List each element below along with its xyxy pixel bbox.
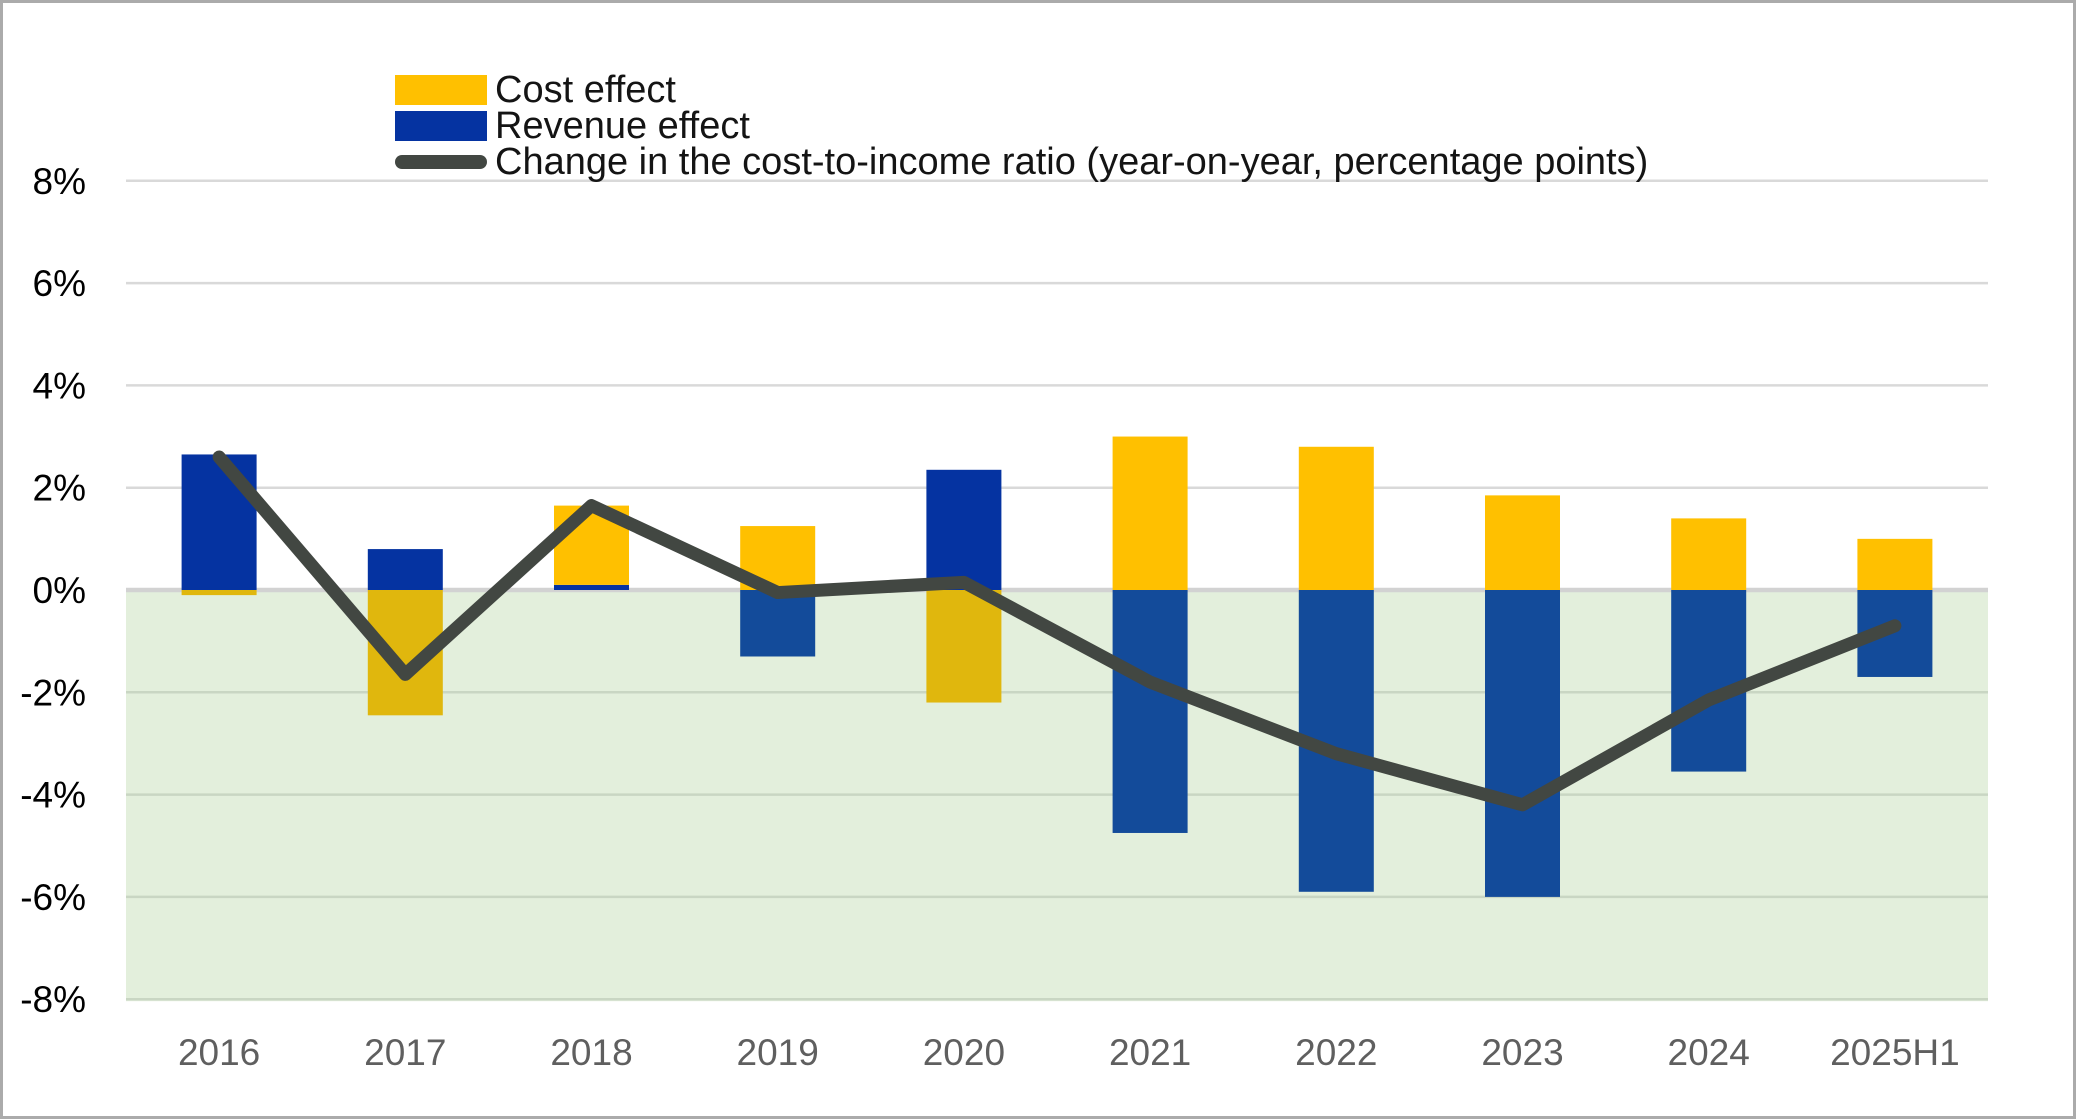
bar-revenue-2019	[740, 590, 816, 657]
bar-revenue-2023	[1485, 590, 1560, 897]
bar-cost-2024	[1671, 518, 1747, 590]
bar-cost-2023	[1485, 495, 1560, 590]
y-tick-label: -2%	[20, 672, 86, 713]
legend-item-cost-effect: Cost effect	[395, 69, 1648, 111]
x-axis-label: 2024	[1668, 1032, 1750, 1073]
y-tick-label: -8%	[20, 979, 86, 1020]
y-tick-label: 4%	[33, 365, 86, 406]
y-tick-label: 2%	[33, 468, 86, 509]
legend-swatch-revenue-effect	[395, 111, 487, 141]
plot-area: 8% 6% 4% 2% 0% -2% -4% -6% -8% 2016 2017 2018 2019 20…	[20, 161, 1988, 1073]
y-tick-label: 6%	[33, 263, 86, 304]
y-tick-label: -4%	[20, 775, 86, 816]
legend-label-cost-effect: Cost effect	[495, 69, 676, 111]
x-axis-label: 2020	[923, 1032, 1005, 1073]
legend-swatch-cost-effect	[395, 75, 487, 105]
legend: Cost effect Revenue effect Change in the…	[395, 69, 1649, 183]
x-axis-label: 2019	[737, 1032, 819, 1073]
bar-revenue-2016	[181, 454, 257, 590]
x-axis-label: 2018	[550, 1032, 632, 1073]
legend-item-cti-change-line: Change in the cost-to-income ratio (year…	[395, 141, 1649, 183]
legend-swatch-cti-change-line	[395, 155, 487, 169]
legend-label-cti-change-line: Change in the cost-to-income ratio (year…	[495, 141, 1649, 183]
bar-cost-2025H1	[1857, 538, 1933, 590]
x-axis-label: 2025H1	[1830, 1032, 1960, 1073]
x-axis-label: 2016	[178, 1032, 260, 1073]
y-tick-label: 0%	[33, 570, 86, 611]
bar-revenue-2020	[926, 469, 1002, 590]
y-tick-label: 8%	[33, 161, 86, 202]
y-tick-label: -6%	[20, 877, 86, 918]
bar-revenue-2017	[367, 549, 443, 590]
bar-cost-2021	[1112, 436, 1188, 590]
cti-change-line	[212, 450, 1902, 812]
bar-revenue-2024	[1671, 590, 1747, 772]
legend-label-revenue-effect: Revenue effect	[495, 105, 750, 147]
bar-cost-2020	[926, 590, 1002, 703]
bar-cost-2022	[1298, 446, 1374, 590]
x-axis-label: 2023	[1481, 1032, 1563, 1073]
x-axis-label: 2022	[1295, 1032, 1377, 1073]
x-axis-label: 2021	[1109, 1032, 1191, 1073]
bar-cost-2016	[181, 590, 257, 596]
x-axis-label: 2017	[364, 1032, 446, 1073]
bar-revenue-2018	[554, 584, 629, 590]
legend-item-revenue-effect: Revenue effect	[395, 105, 1648, 147]
bar-revenue-2021	[1112, 590, 1188, 833]
